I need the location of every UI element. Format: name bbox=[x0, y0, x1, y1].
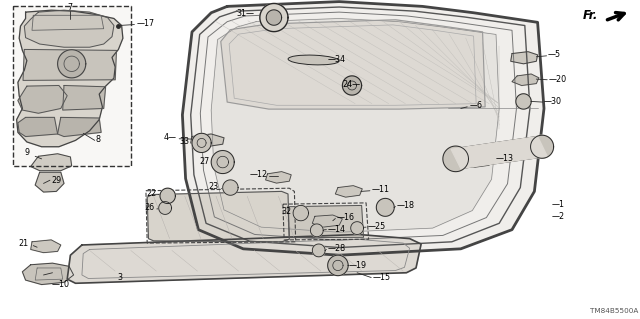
Text: —13: —13 bbox=[495, 154, 513, 163]
Polygon shape bbox=[211, 151, 234, 174]
Polygon shape bbox=[335, 186, 362, 197]
Text: —11: —11 bbox=[371, 185, 389, 194]
Polygon shape bbox=[63, 85, 106, 110]
Polygon shape bbox=[147, 191, 289, 242]
Polygon shape bbox=[328, 255, 348, 276]
Text: 4—: 4— bbox=[164, 133, 177, 142]
Polygon shape bbox=[192, 133, 211, 152]
Polygon shape bbox=[260, 4, 288, 32]
Text: 24—: 24— bbox=[343, 80, 361, 89]
Text: —12: —12 bbox=[250, 170, 268, 179]
Text: —30: —30 bbox=[544, 97, 562, 106]
Text: 8: 8 bbox=[96, 135, 101, 144]
Polygon shape bbox=[18, 85, 67, 113]
Polygon shape bbox=[58, 50, 86, 78]
Text: 23: 23 bbox=[209, 182, 219, 191]
Polygon shape bbox=[22, 263, 74, 285]
Text: 29: 29 bbox=[51, 176, 61, 185]
Polygon shape bbox=[511, 52, 538, 64]
Polygon shape bbox=[221, 20, 485, 109]
Polygon shape bbox=[23, 49, 116, 80]
Text: —34: —34 bbox=[328, 56, 346, 64]
Polygon shape bbox=[451, 137, 547, 168]
Polygon shape bbox=[191, 134, 224, 147]
Text: —25: —25 bbox=[367, 222, 386, 231]
Polygon shape bbox=[211, 19, 499, 232]
Polygon shape bbox=[31, 154, 72, 171]
Text: —10: —10 bbox=[51, 280, 69, 289]
Polygon shape bbox=[67, 234, 421, 283]
Polygon shape bbox=[266, 172, 291, 183]
Text: —20: —20 bbox=[548, 75, 566, 84]
Text: —6: —6 bbox=[469, 101, 482, 110]
Text: 32: 32 bbox=[281, 207, 291, 216]
Polygon shape bbox=[512, 74, 539, 85]
Ellipse shape bbox=[288, 55, 339, 65]
Text: TM84B5500A: TM84B5500A bbox=[590, 308, 639, 314]
Polygon shape bbox=[288, 205, 364, 238]
Polygon shape bbox=[516, 94, 531, 109]
Polygon shape bbox=[182, 2, 544, 255]
Text: 9: 9 bbox=[24, 148, 29, 157]
Polygon shape bbox=[223, 180, 238, 195]
Text: 33: 33 bbox=[179, 137, 189, 146]
Polygon shape bbox=[376, 198, 394, 216]
Text: Fr.: Fr. bbox=[583, 9, 598, 22]
Text: —14: —14 bbox=[328, 225, 346, 234]
Polygon shape bbox=[58, 117, 101, 137]
Text: —28: —28 bbox=[328, 244, 346, 253]
Text: 22: 22 bbox=[147, 189, 157, 198]
Polygon shape bbox=[443, 146, 468, 172]
Polygon shape bbox=[312, 215, 342, 227]
Text: —15: —15 bbox=[372, 273, 390, 282]
Polygon shape bbox=[35, 172, 64, 192]
Text: —5: —5 bbox=[548, 50, 561, 59]
Polygon shape bbox=[266, 10, 282, 25]
Polygon shape bbox=[464, 156, 492, 167]
Text: 31—: 31— bbox=[237, 9, 255, 18]
Polygon shape bbox=[293, 205, 308, 221]
Polygon shape bbox=[159, 202, 172, 214]
Text: —19: —19 bbox=[348, 261, 366, 270]
Text: 21: 21 bbox=[18, 239, 28, 248]
Text: —17: —17 bbox=[137, 19, 155, 28]
Text: —2: —2 bbox=[552, 212, 565, 221]
Polygon shape bbox=[310, 224, 323, 237]
Text: 27: 27 bbox=[200, 157, 210, 166]
Polygon shape bbox=[18, 117, 58, 137]
Polygon shape bbox=[531, 135, 554, 158]
Text: 3: 3 bbox=[118, 273, 123, 282]
Polygon shape bbox=[312, 244, 325, 257]
Text: —16: —16 bbox=[337, 213, 355, 222]
Text: —18: —18 bbox=[397, 201, 415, 210]
Text: 26: 26 bbox=[145, 204, 155, 212]
Polygon shape bbox=[13, 6, 131, 166]
Polygon shape bbox=[17, 10, 123, 147]
Polygon shape bbox=[31, 240, 61, 253]
Polygon shape bbox=[24, 10, 114, 47]
Polygon shape bbox=[342, 76, 362, 95]
Polygon shape bbox=[351, 222, 364, 234]
Text: 7: 7 bbox=[68, 3, 73, 11]
Text: —1: —1 bbox=[552, 200, 564, 209]
Polygon shape bbox=[160, 188, 175, 204]
